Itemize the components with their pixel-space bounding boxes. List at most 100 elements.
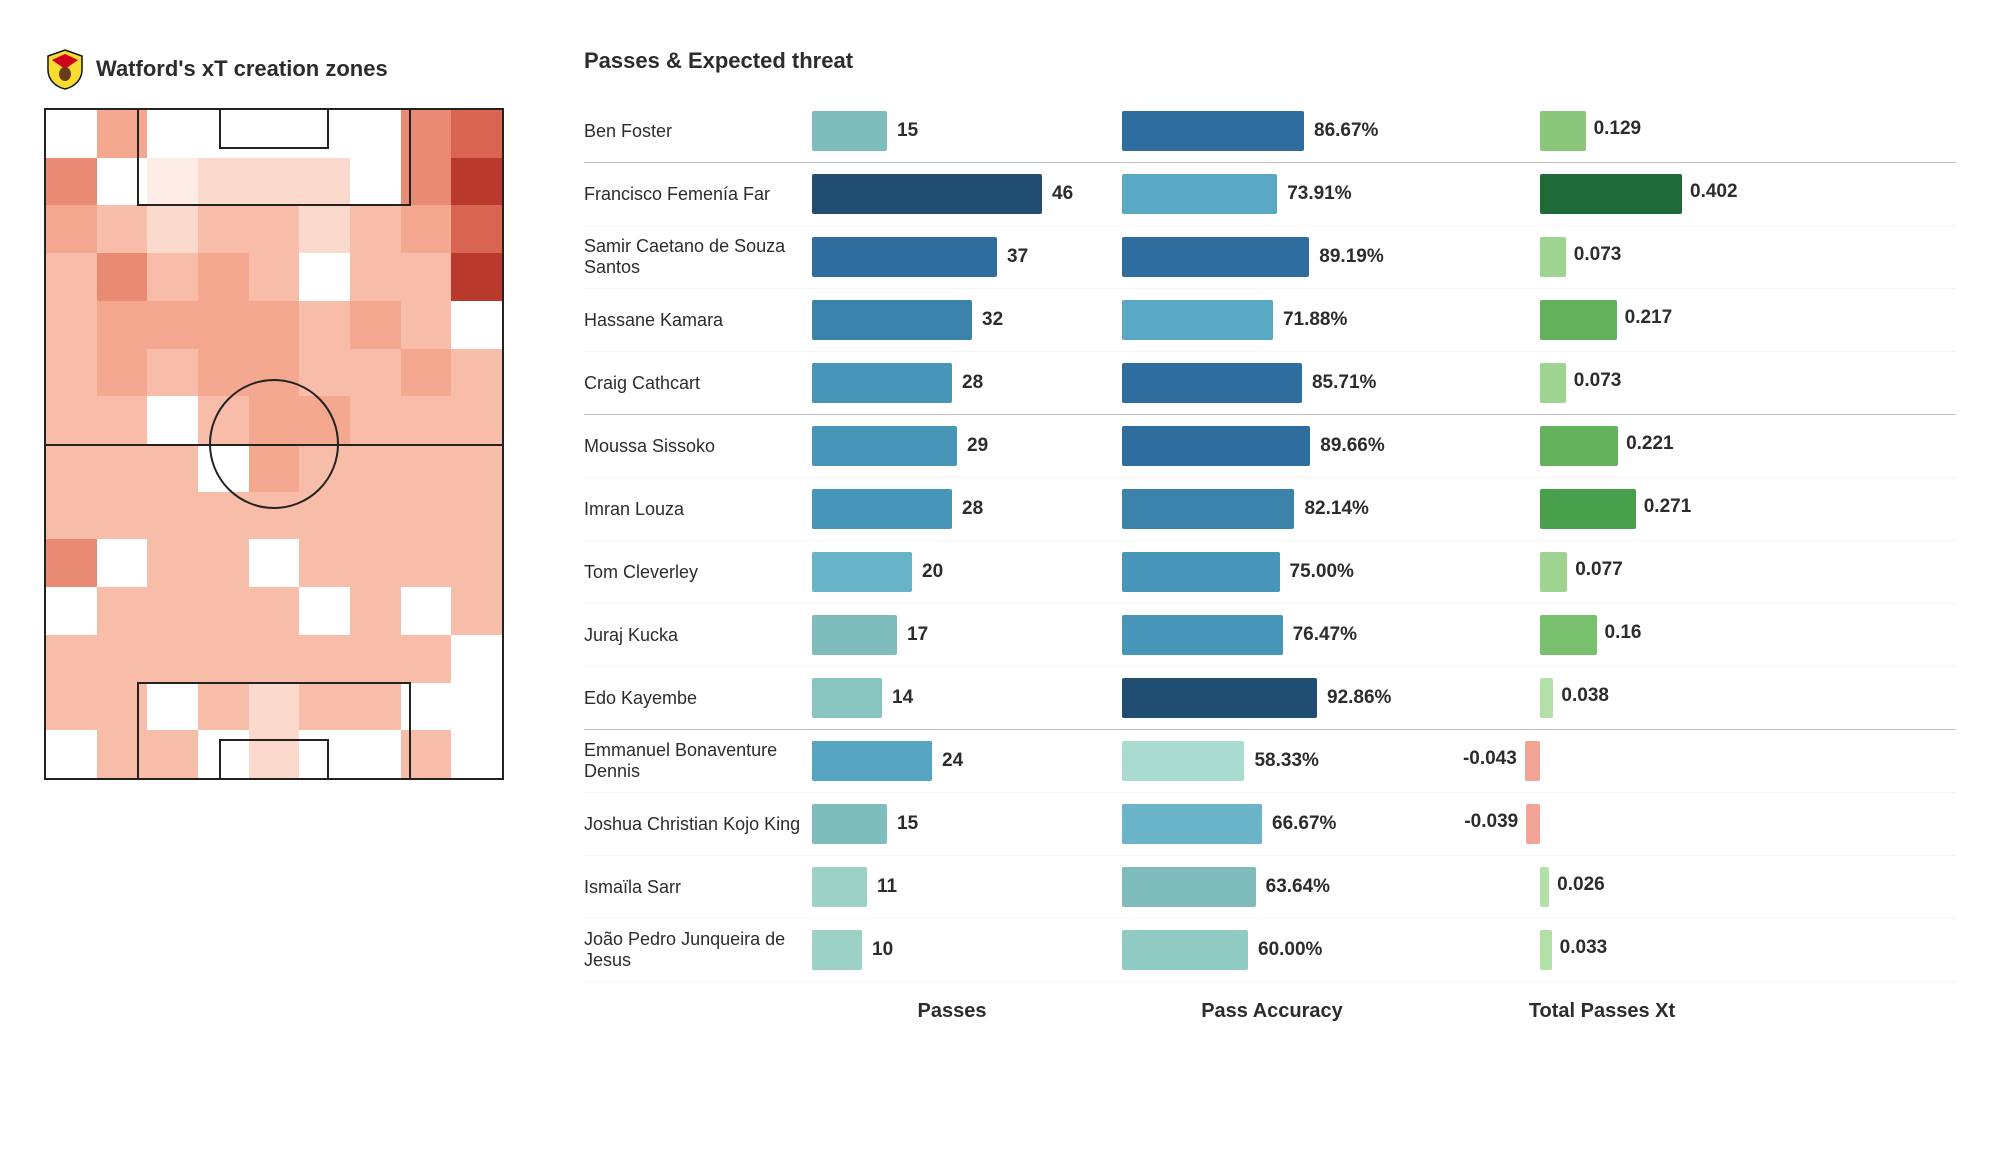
heatmap-cell <box>97 444 148 492</box>
table-row: Samir Caetano de Souza Santos3789.19%0.0… <box>584 226 1956 289</box>
passes-cell: 24 <box>812 741 1092 781</box>
accuracy-bar <box>1122 678 1317 718</box>
heatmap-cell <box>299 635 350 683</box>
heatmap-cell <box>249 587 300 635</box>
heatmap-cell <box>249 396 300 444</box>
passes-cell: 17 <box>812 615 1092 655</box>
accuracy-value: 63.64% <box>1266 876 1330 898</box>
accuracy-cell: 82.14% <box>1122 489 1422 529</box>
heatmap-cell <box>249 492 300 540</box>
accuracy-value: 86.67% <box>1314 120 1378 142</box>
accuracy-value: 71.88% <box>1283 309 1347 331</box>
passes-cell: 29 <box>812 426 1092 466</box>
xt-bar <box>1540 678 1553 718</box>
heatmap-cell <box>198 730 249 778</box>
heatmap-cell <box>451 349 502 397</box>
heatmap-cell <box>401 587 452 635</box>
xt-value: -0.043 <box>1463 748 1517 770</box>
accuracy-value: 58.33% <box>1254 750 1318 772</box>
xt-value: 0.077 <box>1575 559 1623 581</box>
heatmap-cell <box>97 253 148 301</box>
heatmap-cell <box>198 349 249 397</box>
passes-value: 29 <box>967 435 988 457</box>
player-name: Samir Caetano de Souza Santos <box>584 236 812 277</box>
pitch-panel: Watford's xT creation zones <box>44 48 524 1145</box>
accuracy-bar <box>1122 615 1283 655</box>
xt-bar <box>1540 174 1682 214</box>
passes-value: 15 <box>897 813 918 835</box>
heatmap-cell <box>299 396 350 444</box>
xt-bar <box>1540 426 1618 466</box>
xt-cell: 0.221 <box>1452 415 1752 477</box>
player-bars: 1566.67%-0.039 <box>812 793 1956 855</box>
heatmap-cell <box>249 253 300 301</box>
heatmap-cell <box>46 110 97 158</box>
xt-cell: 0.402 <box>1452 163 1752 225</box>
heatmap-cell <box>350 444 401 492</box>
player-name: Moussa Sissoko <box>584 436 812 457</box>
heatmap-cell <box>147 110 198 158</box>
accuracy-bar <box>1122 489 1294 529</box>
heatmap-cell <box>198 205 249 253</box>
heatmap-cell <box>147 587 198 635</box>
heatmap-cell <box>451 587 502 635</box>
table-row: Ismaïla Sarr1163.64%0.026 <box>584 856 1956 919</box>
heatmap-cell <box>299 539 350 587</box>
xt-cell: -0.043 <box>1452 730 1752 792</box>
heatmap-cell <box>350 539 401 587</box>
heatmap-cell <box>97 587 148 635</box>
heatmap-cell <box>147 539 198 587</box>
heatmap-cell <box>350 158 401 206</box>
heatmap-cell <box>299 587 350 635</box>
player-name: Imran Louza <box>584 499 812 520</box>
player-name: Ismaïla Sarr <box>584 877 812 898</box>
xt-cell: 0.073 <box>1452 352 1752 414</box>
accuracy-bar <box>1122 237 1309 277</box>
accuracy-value: 73.91% <box>1287 183 1351 205</box>
passes-cell: 37 <box>812 237 1092 277</box>
accuracy-cell: 60.00% <box>1122 930 1422 970</box>
heatmap-cell <box>350 110 401 158</box>
xt-bar <box>1540 552 1567 592</box>
heatmap-cell <box>46 492 97 540</box>
heatmap-cell <box>249 205 300 253</box>
xt-value: 0.402 <box>1690 181 1738 203</box>
accuracy-bar <box>1122 741 1244 781</box>
xt-bar <box>1540 300 1617 340</box>
heatmap-cell <box>147 396 198 444</box>
player-name: Tom Cleverley <box>584 562 812 583</box>
xt-value: 0.073 <box>1574 370 1622 392</box>
heatmap-cell <box>46 683 97 731</box>
passes-cell: 15 <box>812 111 1092 151</box>
passes-value: 28 <box>962 498 983 520</box>
table-row: Juraj Kucka1776.47%0.16 <box>584 604 1956 667</box>
passes-value: 17 <box>907 624 928 646</box>
heatmap-cell <box>401 730 452 778</box>
xt-cell: -0.039 <box>1452 793 1752 855</box>
player-name: Juraj Kucka <box>584 625 812 646</box>
heatmap-cell <box>97 683 148 731</box>
xt-value: 0.271 <box>1644 496 1692 518</box>
heatmap-cell <box>46 349 97 397</box>
player-name: Francisco Femenía Far <box>584 184 812 205</box>
player-bars: 1163.64%0.026 <box>812 856 1956 918</box>
passes-bar <box>812 174 1042 214</box>
accuracy-value: 89.66% <box>1320 435 1384 457</box>
heatmap-cell <box>147 349 198 397</box>
xt-bar <box>1540 930 1552 970</box>
heatmap-cell <box>451 492 502 540</box>
heatmap-cell <box>299 444 350 492</box>
accuracy-value: 75.00% <box>1290 561 1354 583</box>
passes-bar <box>812 741 932 781</box>
heatmap-cell <box>299 683 350 731</box>
player-bars: 1586.67%0.129 <box>812 100 1956 162</box>
heatmap-cell <box>401 349 452 397</box>
heatmap-cell <box>46 635 97 683</box>
heatmap-cell <box>350 253 401 301</box>
heatmap-cell <box>299 205 350 253</box>
passes-cell: 46 <box>812 174 1092 214</box>
passes-bar <box>812 237 997 277</box>
xt-cell: 0.033 <box>1452 919 1752 981</box>
heatmap-cell <box>147 444 198 492</box>
passes-value: 11 <box>877 876 897 898</box>
